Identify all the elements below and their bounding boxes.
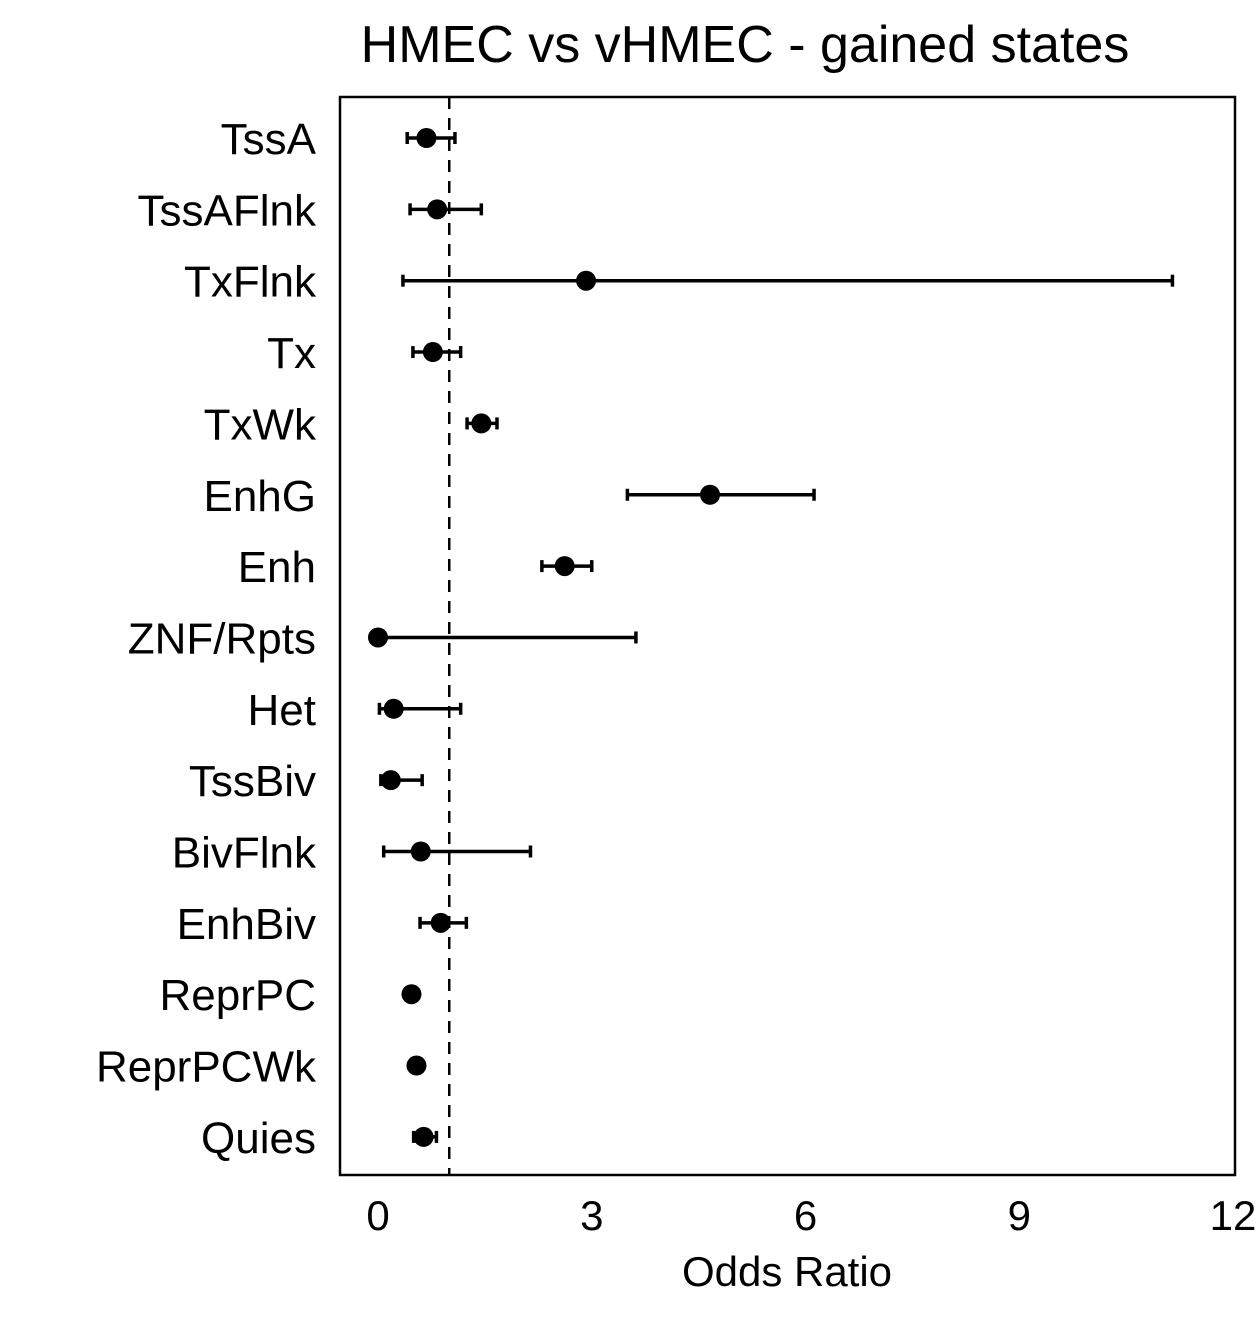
x-tick-label: 12: [1210, 1192, 1257, 1239]
category-label: ReprPCWk: [96, 1043, 317, 1092]
point-layer: [368, 128, 721, 1147]
data-point: [700, 484, 721, 505]
category-label: EnhBiv: [177, 900, 316, 949]
category-label: BivFlnk: [172, 829, 317, 878]
data-point: [554, 556, 575, 577]
category-label: TxWk: [204, 400, 317, 449]
x-tick-label: 3: [580, 1192, 603, 1239]
data-point: [380, 770, 401, 791]
category-label: TssBiv: [189, 757, 316, 806]
category-label: Tx: [267, 329, 316, 378]
category-label: Quies: [201, 1114, 316, 1163]
data-point: [416, 128, 437, 148]
data-point: [406, 1055, 427, 1076]
category-label: TxFlnk: [184, 258, 317, 307]
data-point: [471, 413, 492, 434]
category-label: Enh: [238, 543, 316, 592]
category-labels: TssA TssAFlnk TxFlnk Tx TxWk EnhG Enh ZNF/Rpts H…: [96, 115, 317, 1163]
data-point: [427, 199, 448, 220]
data-point: [383, 698, 404, 719]
category-label: EnhG: [203, 472, 316, 521]
confidence-interval-layer: [376, 132, 1175, 1143]
data-point: [401, 984, 422, 1005]
data-point: [422, 342, 443, 363]
data-point: [430, 912, 451, 933]
data-point: [368, 627, 388, 648]
x-axis-ticks: 0 3 6 9 12: [366, 1192, 1256, 1239]
data-point: [413, 1126, 434, 1147]
category-label: ZNF/Rpts: [128, 614, 316, 663]
data-point: [410, 841, 431, 862]
category-label: TssAFlnk: [138, 186, 317, 235]
chart-title: HMEC vs vHMEC - gained states: [361, 16, 1130, 74]
category-label: ReprPC: [160, 971, 317, 1020]
data-point: [576, 270, 597, 291]
x-tick-label: 6: [794, 1192, 817, 1239]
x-axis-label: Odds Ratio: [682, 1248, 892, 1295]
category-label: TssA: [221, 115, 317, 164]
x-tick-label: 9: [1008, 1192, 1031, 1239]
category-label: Het: [248, 686, 316, 735]
plot-frame: [338, 95, 1237, 1177]
x-tick-label: 0: [366, 1192, 389, 1239]
